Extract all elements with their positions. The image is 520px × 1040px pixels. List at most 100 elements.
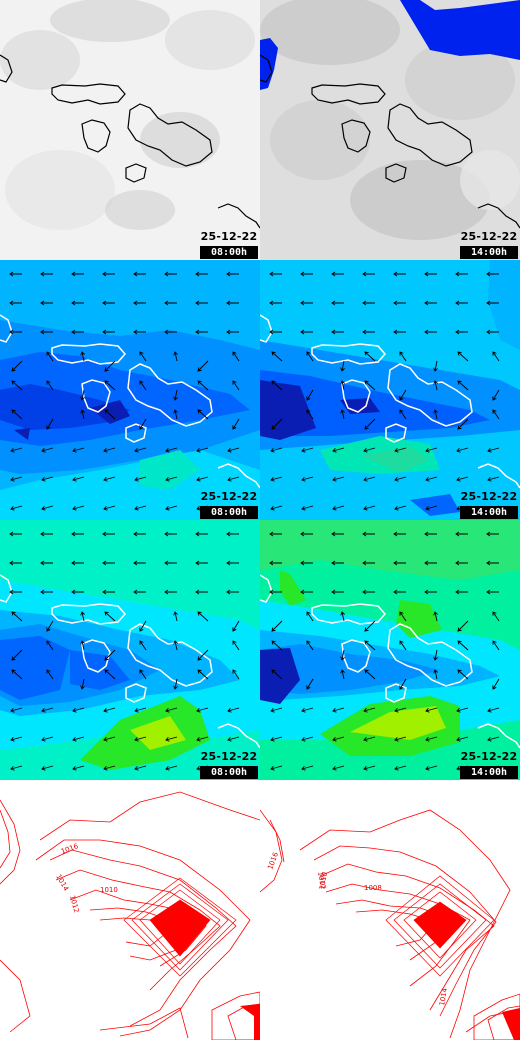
- wind-arrow: [9, 560, 22, 566]
- wind-arrow: [139, 351, 147, 362]
- wind-arrow: [433, 649, 438, 661]
- wind-arrow: [102, 589, 115, 595]
- wind-arrow: [80, 640, 85, 651]
- wind-arrow: [487, 707, 500, 713]
- wind-gust-svg: [260, 520, 520, 780]
- wind-arrow: [71, 329, 84, 335]
- wind-arrow: [195, 531, 208, 537]
- wind-arrow: [306, 611, 314, 622]
- wind-arrow: [393, 531, 406, 537]
- wind-arrow: [10, 505, 23, 511]
- wind-arrow: [41, 736, 54, 742]
- wind-arrow: [165, 736, 178, 742]
- wind-arrow: [492, 678, 500, 690]
- wind-arrow: [363, 476, 376, 482]
- wind-arrow: [9, 300, 22, 306]
- wind-arrow: [425, 505, 438, 511]
- wind-arrow: [80, 611, 85, 622]
- wind-arrow: [364, 418, 376, 430]
- wind-arrow: [196, 447, 209, 453]
- wind-arrow: [164, 329, 177, 335]
- precipitation-area: [400, 0, 520, 60]
- coastline-outline: [260, 314, 520, 489]
- wind-arrow: [271, 380, 283, 391]
- wind-arrow: [270, 736, 283, 742]
- wind-arrow: [9, 329, 22, 335]
- wind-arrow: [72, 765, 85, 771]
- wind-arrow: [133, 589, 146, 595]
- wind-arrow: [271, 418, 283, 430]
- wind-arrow: [363, 707, 376, 713]
- wind-arrow: [457, 380, 469, 391]
- wind-arrow: [362, 271, 375, 277]
- wind-arrow: [399, 611, 407, 622]
- wind-arrow: [232, 669, 240, 680]
- wind-arrow: [227, 447, 240, 453]
- wind-arrow: [271, 351, 283, 362]
- wind-arrow: [332, 707, 345, 713]
- wind-arrow: [486, 300, 499, 306]
- wind-arrow: [456, 736, 469, 742]
- wind-arrow: [300, 589, 313, 595]
- wind-arrow: [165, 476, 178, 482]
- wind-arrows: [9, 271, 240, 511]
- wind-arrow: [10, 736, 23, 742]
- wind-arrow: [165, 707, 178, 713]
- wind-arrow: [46, 620, 54, 632]
- wind-arrow: [306, 640, 314, 651]
- wind-arrow: [164, 589, 177, 595]
- wind-arrow: [103, 707, 116, 713]
- wind-arrow: [104, 611, 116, 622]
- wind-arrow: [173, 678, 178, 690]
- wind-arrow: [40, 589, 53, 595]
- wind-arrow: [103, 736, 116, 742]
- wind-arrow: [80, 351, 85, 362]
- wind-arrow: [196, 476, 209, 482]
- date-label: 25-12-22: [460, 230, 518, 243]
- wind-arrow: [340, 360, 345, 372]
- wind-arrow: [492, 389, 500, 401]
- wind-arrow: [363, 447, 376, 453]
- timestamp-label: 25-12-22 14:00h: [460, 490, 518, 519]
- wind-arrow: [46, 351, 54, 362]
- wind-arrow: [362, 531, 375, 537]
- wind-arrow: [173, 351, 178, 362]
- wind-arrow: [362, 329, 375, 335]
- wind-arrow: [425, 707, 438, 713]
- wind-arrow: [399, 409, 407, 420]
- wind-arrow: [196, 736, 209, 742]
- wind-arrow: [72, 707, 85, 713]
- wind-arrow: [455, 329, 468, 335]
- wind-arrow: [134, 505, 147, 511]
- wind-arrow: [340, 380, 345, 391]
- wind-arrow: [364, 640, 376, 651]
- wind-arrow: [102, 531, 115, 537]
- wind-arrow: [393, 300, 406, 306]
- wind-arrow: [457, 351, 469, 362]
- wind-arrow: [197, 409, 209, 420]
- wind-arrow: [433, 360, 438, 372]
- wind-arrow: [271, 640, 283, 651]
- wind-arrow: [9, 271, 22, 277]
- wind-arrow: [139, 620, 147, 632]
- wind-arrow: [492, 611, 500, 622]
- cloud-cover-svg: [0, 0, 260, 260]
- pressure-map-0800: 1016 1014 1012 1010: [0, 780, 260, 1040]
- wind-arrow: [457, 640, 469, 651]
- wind-arrow: [425, 736, 438, 742]
- isobar-label: 1010: [318, 871, 329, 890]
- wind-arrow: [455, 531, 468, 537]
- wind-arrow: [196, 707, 209, 713]
- wind-arrow: [363, 505, 376, 511]
- wind-arrow: [424, 329, 437, 335]
- coastline-outline: [260, 54, 520, 229]
- wind-arrow: [271, 669, 283, 680]
- wind-arrow: [226, 300, 239, 306]
- wind-arrow: [269, 329, 282, 335]
- wind-arrow: [71, 531, 84, 537]
- wind-arrow: [46, 380, 54, 391]
- wind-arrow: [11, 669, 23, 680]
- wind-arrow: [362, 589, 375, 595]
- wind-arrow: [226, 589, 239, 595]
